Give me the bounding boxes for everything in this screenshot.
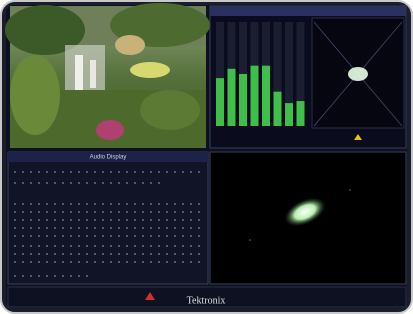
lissajous: [312, 18, 404, 140]
meter-bar: [216, 78, 224, 126]
screen: Audio Display Tektronix: [0, 0, 413, 314]
meter-bar: [228, 69, 236, 126]
panel-title: Audio Display: [90, 155, 127, 161]
video-picture: [5, 3, 210, 148]
meter-bar: [239, 74, 247, 126]
meter-bar: [297, 101, 305, 126]
brand: Tektronix: [187, 295, 226, 306]
meter-bar: [285, 103, 293, 126]
meter-bar: [274, 92, 282, 126]
meter-bar: [251, 66, 259, 126]
meter-bar: [262, 66, 270, 126]
panel-header: [210, 6, 406, 16]
